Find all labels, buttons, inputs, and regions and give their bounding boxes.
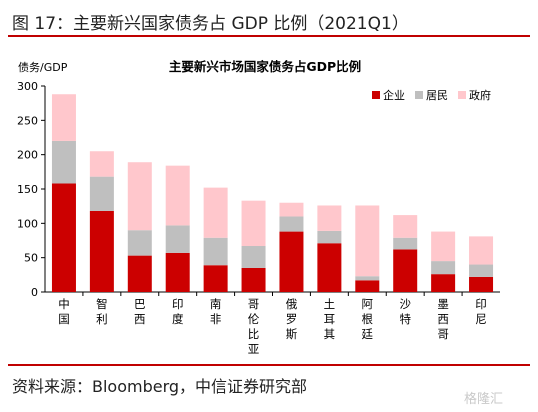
bar-segment-enterprise [431,274,456,292]
bar-segment-household [393,237,418,250]
bar-segment-enterprise [355,280,380,292]
legend-label: 政府 [469,88,491,102]
y-tick-label: 100 [17,217,38,230]
x-tick-label-char: 斯 [286,327,298,341]
source-note: 资料来源：Bloomberg，中信证券研究部 [12,377,308,396]
bar-segment-government [127,162,152,231]
x-tick-label-char: 智 [96,297,108,311]
x-tick-label-char: 西 [134,312,146,326]
x-tick-label-char: 其 [324,327,336,341]
bar-segment-government [51,94,76,141]
x-tick-label-char: 印 [475,297,487,311]
bar-segment-government [355,205,380,277]
legend-label: 居民 [426,89,448,102]
x-tick-label-char: 伦 [248,312,260,326]
bars [51,94,494,292]
bar-segment-government [165,165,190,226]
bar-segment-government [431,231,456,262]
bar-segment-household [431,261,456,275]
figure-header: 图 17：主要新兴国家债务占 GDP 比例（2021Q1） [0,0,538,40]
bar-segment-enterprise [203,265,228,292]
y-axis-label: 债务/GDP [18,60,68,74]
top-divider [8,35,530,37]
bar-segment-enterprise [279,231,304,292]
legend-swatch [372,91,380,99]
x-tick-label-char: 罗 [286,312,298,326]
x-tick-label-char: 南 [210,297,222,311]
x-tick-label-char: 哥 [248,297,260,311]
bar-segment-government [89,151,114,177]
bar-segment-household [279,216,304,232]
bar-segment-enterprise [127,255,152,292]
bar-segment-household [317,230,342,244]
x-tick-label-char: 特 [399,312,411,326]
bar-segment-enterprise [165,252,190,292]
x-tick-label-char: 中 [58,297,70,311]
x-tick-label-char: 哥 [437,327,449,341]
legend-label: 企业 [383,88,405,102]
x-tick-label-char: 耳 [324,312,336,326]
chart-title: 主要新兴市场国家债务占GDP比例 [169,59,361,74]
bar-segment-enterprise [469,276,494,292]
bar-segment-government [393,215,418,238]
bar-segment-enterprise [241,267,266,292]
bar-segment-household [165,225,190,253]
x-tick-label-char: 根 [362,312,374,326]
bar-segment-household [469,264,494,277]
bar-segment-enterprise [51,183,76,292]
stacked-bar-chart: 主要新兴市场国家债务占GDP比例 债务/GDP 0 50 100 150 200 250 3… [17,59,500,356]
bar-segment-enterprise [317,243,342,292]
bar-segment-household [51,140,76,184]
y-axis-ticks: 0 50 100 150 200 250 300 [17,80,500,299]
x-tick-label-char: 阿 [362,297,374,311]
x-tick-label-char: 利 [96,312,108,326]
bar-segment-enterprise [393,249,418,292]
y-tick-label: 150 [17,183,38,196]
bar-segment-household [203,237,228,266]
bar-segment-household [127,230,152,256]
x-tick-label-char: 印 [172,297,184,311]
bar-segment-government [203,187,228,238]
y-tick-label: 200 [17,149,38,162]
figure-title: 图 17：主要新兴国家债务占 GDP 比例（2021Q1） [12,14,409,34]
bar-segment-government [241,200,266,246]
x-tick-label-char: 尼 [475,312,487,326]
x-tick-label-char: 西 [437,312,449,326]
x-tick-label-char: 沙 [399,297,411,311]
x-tick-label-char: 比 [248,327,260,341]
watermark: 格隆汇 [464,392,504,407]
bar-segment-household [241,245,266,268]
x-tick-label-char: 亚 [248,342,260,356]
x-tick-label-char: 巴 [134,297,146,311]
y-tick-label: 50 [24,252,38,265]
y-tick-label: 250 [17,114,38,127]
x-tick-label-char: 土 [324,297,336,311]
x-tick-label-char: 国 [58,312,70,326]
x-tick-label-char: 墨 [437,297,449,311]
legend: 企业 居民 政府 [372,88,491,102]
y-tick-label: 0 [31,286,38,299]
x-tick-label-char: 非 [210,312,222,326]
bar-segment-enterprise [89,210,114,292]
legend-swatch [415,91,423,99]
bar-segment-household [355,276,380,281]
bar-segment-government [317,205,342,231]
bar-segment-government [279,202,304,217]
y-tick-label: 300 [17,80,38,93]
bar-segment-household [89,176,114,211]
x-tick-label-char: 度 [172,312,184,326]
legend-swatch [458,91,466,99]
bar-segment-government [469,236,494,265]
x-tick-label-char: 廷 [362,327,374,341]
bottom-divider [8,364,530,366]
x-tick-label-char: 俄 [286,297,298,311]
